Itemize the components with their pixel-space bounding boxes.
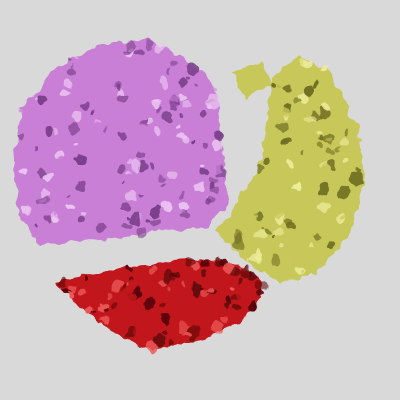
density-surface-violet — [14, 40, 228, 245]
density-surface-olive — [215, 55, 365, 282]
density-surface-red — [55, 256, 267, 353]
